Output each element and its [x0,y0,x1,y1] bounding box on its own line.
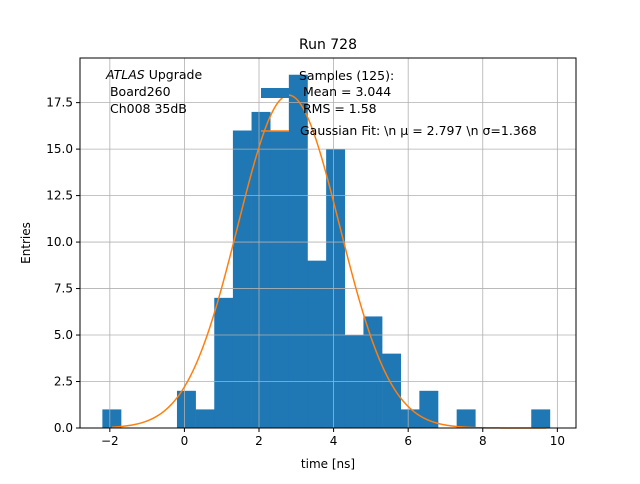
legend-hist-label-2: Mean = 3.044 [299,84,391,99]
y-tick-label: 0.0 [54,421,73,435]
annotation-italic: ATLAS [105,67,145,82]
histogram-bar [214,297,234,428]
axis-ticks: −2 0 2 4 6 8 10 0.0 2.5 5.0 7.5 10.0 12.5 15.0 17.5 [46,96,565,448]
y-axis-label: Entries [19,222,33,264]
x-tick-label: 8 [479,434,487,448]
histogram-bar [382,353,402,428]
y-tick-label: 7.5 [54,282,73,296]
histogram-bar [270,130,290,428]
legend-hist-label-1: Samples (125): [299,68,394,83]
x-tick-label: 4 [330,434,338,448]
histogram-bar [531,409,551,428]
histogram-bar [251,111,271,429]
histogram-bar [102,409,122,428]
annotation-line-3: Ch008 35dB [106,101,187,116]
atlas-annotation: ATLAS Upgrade Board260 Ch008 35dB [105,67,202,116]
y-tick-label: 5.0 [54,328,73,342]
x-axis-label: time [ns] [301,457,355,471]
y-tick-label: 2.5 [54,375,73,389]
histogram-bar [232,130,252,428]
x-tick-label: 10 [550,434,565,448]
legend-hist-label-3: RMS = 1.58 [299,101,377,116]
histogram-bar [363,316,383,428]
y-tick-label: 17.5 [46,96,73,110]
x-tick-label: −2 [101,434,119,448]
histogram-bar [176,390,196,428]
x-tick-label: 2 [255,434,263,448]
legend-hist-swatch [261,88,289,98]
legend-fit-label: Gaussian Fit: \n μ = 2.797 \n σ=1.368 [300,123,537,138]
histogram-bar [288,74,308,428]
x-tick-label: 6 [404,434,412,448]
annotation-line-2: Board260 [106,84,171,99]
histogram-bar [456,409,476,428]
histogram-bars [102,74,551,429]
y-tick-label: 15.0 [46,142,73,156]
annotation-line-1: ATLAS Upgrade [105,67,202,82]
histogram-bar [307,260,327,428]
chart-title: Run 728 [299,37,357,53]
histogram-bar [400,409,420,428]
plot-frame [79,57,577,429]
histogram-bar [195,409,215,428]
y-tick-label: 12.5 [46,189,73,203]
y-tick-label: 10.0 [46,235,73,249]
x-tick-label: 0 [181,434,189,448]
annotation-line-1-rest: Upgrade [145,67,203,82]
legend: Samples (125): Mean = 3.044 RMS = 1.58 G… [261,68,537,138]
